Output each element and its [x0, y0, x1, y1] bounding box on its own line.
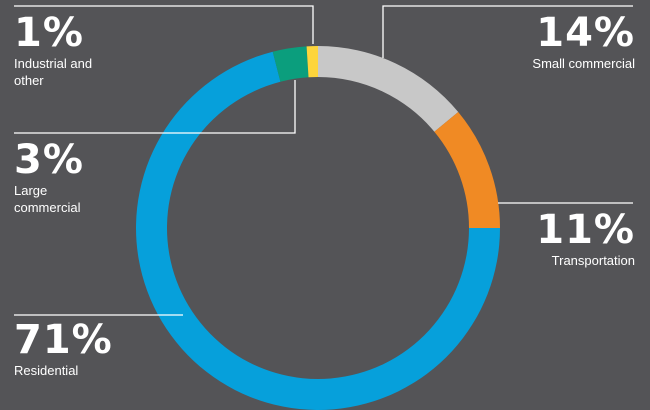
transportation-name: Transportation [551, 253, 635, 268]
leader-lines [14, 5, 633, 316]
large-commercial-percent: 3% [14, 137, 84, 183]
slice-label-large-commercial: 3% Large commercial [14, 140, 114, 216]
residential-name: Residential [14, 363, 79, 378]
slice-industrial-and-other [306, 46, 318, 78]
leader-line-large-commercial [14, 80, 296, 134]
slice-label-small-commercial: 14% Small commercial [532, 13, 635, 72]
residential-percent: 71% [14, 317, 113, 363]
donut-slices [135, 46, 500, 410]
leader-line-industrial [14, 5, 314, 44]
slice-label-transportation: 11% Transportation [536, 210, 635, 269]
slice-transportation [434, 111, 500, 228]
slice-small-commercial [318, 46, 459, 132]
small-commercial-name: Small commercial [532, 56, 635, 71]
large-commercial-name: Large commercial [14, 183, 81, 215]
industrial-percent: 1% [14, 10, 84, 56]
slice-large-commercial [272, 46, 309, 82]
small-commercial-percent: 14% [536, 10, 635, 56]
industrial-name: Industrial and other [14, 56, 93, 88]
slice-label-residential: 71% Residential [14, 320, 113, 379]
transportation-percent: 11% [536, 207, 635, 253]
leader-line-small-commercial [382, 5, 633, 58]
slice-label-industrial: 1% Industrial and other [14, 13, 124, 89]
